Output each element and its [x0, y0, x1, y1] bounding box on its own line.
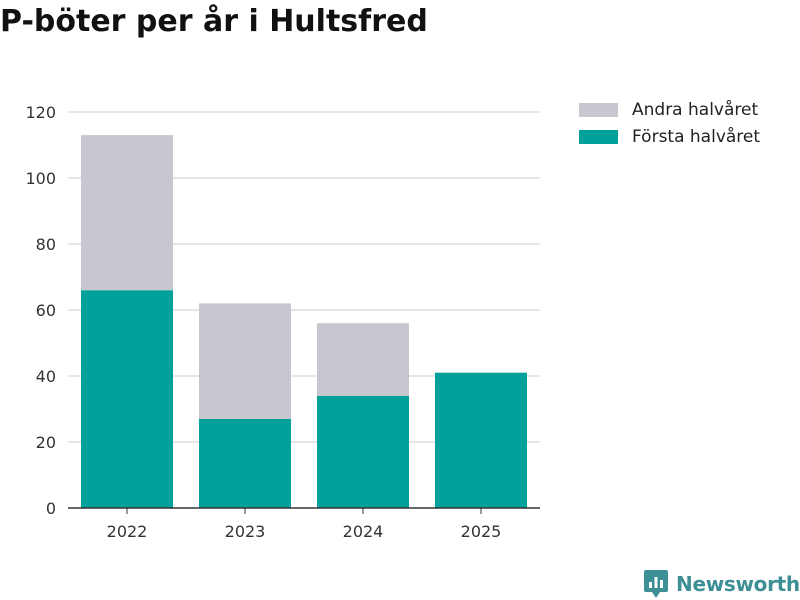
- legend-item-forsta[interactable]: Första halvåret: [579, 123, 760, 150]
- legend: Andra halvåret Första halvåret: [579, 96, 760, 150]
- y-tick-label: 20: [36, 433, 56, 452]
- bar-forsta-2022: [81, 290, 173, 508]
- y-tick-label: 120: [25, 103, 56, 122]
- x-tick-label-2025: 2025: [461, 522, 502, 541]
- x-tick-label-2024: 2024: [343, 522, 384, 541]
- brand-logo[interactable]: Newsworthy: [643, 568, 800, 600]
- y-tick-label: 60: [36, 301, 56, 320]
- y-tick-label: 40: [36, 367, 56, 386]
- bar-andra-2022: [81, 135, 173, 291]
- bar-forsta-2024: [317, 395, 409, 508]
- legend-label-forsta: Första halvåret: [632, 126, 761, 147]
- bar-andra-2024: [317, 323, 409, 396]
- legend-swatch-forsta: [579, 129, 618, 144]
- bar-andra-2023: [199, 303, 291, 419]
- legend-item-andra[interactable]: Andra halvåret: [579, 96, 760, 123]
- brand-name: Newsworthy: [676, 572, 800, 596]
- x-tick-label-2022: 2022: [107, 522, 148, 541]
- y-tick-label: 80: [36, 235, 56, 254]
- y-tick-label: 100: [25, 169, 56, 188]
- legend-swatch-andra: [579, 102, 618, 117]
- legend-label-andra: Andra halvåret: [632, 99, 759, 120]
- x-tick-label-2023: 2023: [225, 522, 266, 541]
- chart-title: P-böter per år i Hultsfred: [0, 4, 428, 39]
- newsworthy-icon: [644, 570, 668, 598]
- bar-forsta-2023: [199, 418, 291, 508]
- bar-forsta-2025: [435, 372, 527, 508]
- y-tick-label: 0: [46, 499, 56, 518]
